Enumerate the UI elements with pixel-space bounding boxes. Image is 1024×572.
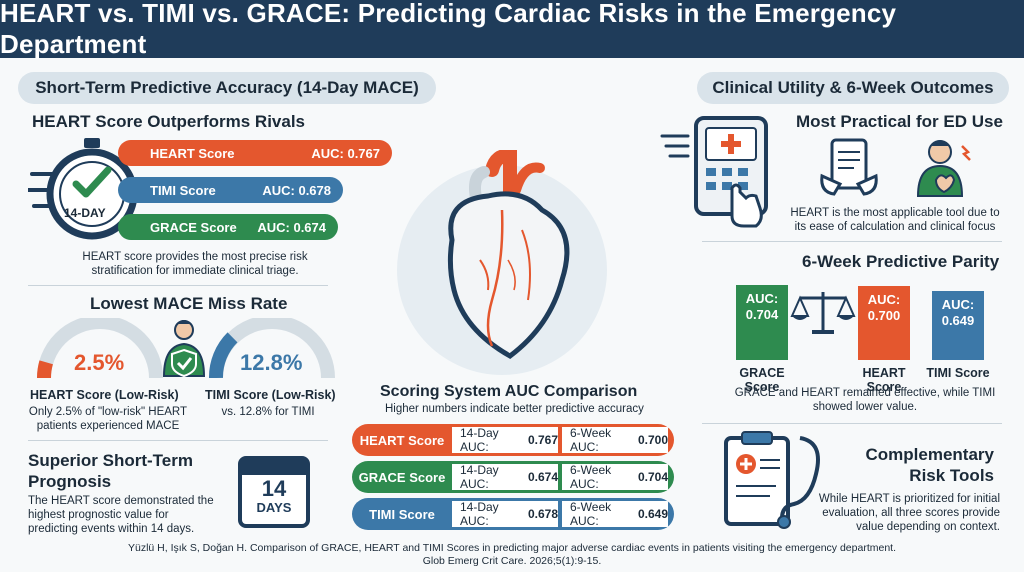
- short-term-heading: Short-Term Predictive Accuracy (14-Day M…: [18, 72, 436, 104]
- stopwatch-label: 14-DAY: [64, 206, 106, 220]
- parity-bar-name: GRACE Score: [739, 366, 785, 394]
- miss-rate-heading: Lowest MACE Miss Rate: [90, 294, 288, 313]
- parity-heading: 6-Week Predictive Parity: [802, 252, 1000, 271]
- scale-icon: [790, 288, 856, 336]
- row-6week-value: 0.704: [637, 470, 668, 484]
- parity-bar: AUC: 0.649: [932, 291, 984, 360]
- prognosis-text: The HEART score demonstrated the highest…: [28, 495, 214, 535]
- calculator-icon: [660, 116, 772, 228]
- parity-bar-value: 0.704: [745, 307, 779, 322]
- prognosis-heading: Superior Short-Term Prognosis: [28, 450, 193, 492]
- heart-illustration: [392, 148, 612, 380]
- divider: [28, 440, 328, 441]
- row-6week-label: 6-Week AUC:: [570, 500, 612, 528]
- citation: Yüzlü H, Işık S, Doğan H. Comparison of …: [0, 542, 1024, 568]
- parity-bar-name: HEART Score: [862, 366, 906, 394]
- row-14day: 14-Day AUC: 0.674: [452, 463, 558, 491]
- row-14day: 14-Day AUC: 0.767: [452, 426, 558, 454]
- parity-bar: AUC: 0.704: [736, 285, 788, 360]
- divider: [702, 241, 1002, 242]
- timi-gauge-value: 12.8%: [240, 350, 303, 375]
- tablet-hands-icon: [818, 136, 880, 198]
- parity-bar-value: 0.700: [867, 308, 901, 323]
- parity-bar-auc-label: AUC:: [941, 297, 975, 312]
- row-14day-label: 14-Day AUC:: [460, 426, 499, 454]
- practical-text: HEART is the most applicable tool due to…: [790, 207, 1000, 233]
- bar-auc: AUC: 0.678: [262, 182, 331, 198]
- row-6week-label: 6-Week AUC:: [570, 463, 612, 491]
- clinical-utility-heading: Clinical Utility & 6-Week Outcomes: [697, 72, 1009, 104]
- grace-auc-bar: GRACE Score AUC: 0.674: [118, 214, 338, 240]
- auc-row: HEART Score 14-Day AUC: 0.767 6-Week AUC: …: [352, 424, 674, 456]
- auc-comparison-heading: Scoring System AUC Comparison: [380, 383, 638, 400]
- heart-auc-bar: HEART Score AUC: 0.767: [118, 140, 392, 166]
- citation-line1: Yüzlü H, Işık S, Doğan H. Comparison of …: [127, 542, 896, 554]
- page-title: HEART vs. TIMI vs. GRACE: Predicting Car…: [0, 0, 1024, 59]
- practical-heading: Most Practical for ED Use: [796, 112, 1003, 131]
- parity-bar-auc-label: AUC:: [867, 292, 901, 307]
- heart-outperforms-heading: HEART Score Outperforms Rivals: [32, 112, 306, 131]
- row-6week: 6-Week AUC: 0.704: [562, 463, 668, 491]
- parity-bar: AUC: 0.700: [858, 286, 910, 360]
- timi-gauge: [208, 315, 336, 379]
- bar-name: TIMI Score: [150, 182, 216, 198]
- bar-name: HEART Score: [150, 145, 235, 161]
- prognosis-heading-line1: Superior Short-Term: [28, 451, 193, 470]
- complementary-heading: Complementary Risk Tools: [850, 444, 994, 486]
- timi-gauge-label: TIMI Score (Low-Risk): [205, 388, 336, 402]
- row-6week: 6-Week AUC: 0.649: [562, 500, 668, 528]
- parity-bar-name: TIMI Score: [926, 366, 990, 380]
- row-6week-value: 0.700: [637, 433, 668, 447]
- row-6week: 6-Week AUC: 0.700: [562, 426, 668, 454]
- row-14day-value: 0.678: [527, 507, 558, 521]
- heart-gauge-note: Only 2.5% of "low-risk" HEART patients e…: [28, 406, 188, 432]
- row-14day-value: 0.767: [527, 433, 558, 447]
- auc-row: TIMI Score 14-Day AUC: 0.678 6-Week AUC: 0…: [352, 498, 674, 530]
- row-14day-label: 14-Day AUC:: [460, 463, 499, 491]
- row-14day-value: 0.674: [527, 470, 558, 484]
- row-14day: 14-Day AUC: 0.678: [452, 500, 558, 528]
- bar-auc: AUC: 0.674: [257, 219, 326, 235]
- citation-line2: Glob Emerg Crit Care. 2026;5(1):9-15.: [422, 555, 602, 567]
- complementary-heading-line1: Complementary: [865, 445, 994, 464]
- doctor-shield-icon: [160, 318, 208, 378]
- heart-gauge: [36, 315, 164, 379]
- timi-auc-bar: TIMI Score AUC: 0.678: [118, 177, 343, 203]
- divider: [28, 285, 328, 286]
- heart-gauge-value: 2.5%: [74, 350, 125, 375]
- clipboard-stethoscope-icon: [720, 430, 830, 530]
- calendar-icon: 14 DAYS: [238, 456, 310, 528]
- complementary-text: While HEART is prioritized for initial e…: [818, 493, 1000, 533]
- parity-bar-value: 0.649: [941, 313, 975, 328]
- auc-comparison-subheading: Higher numbers indicate better predictiv…: [385, 403, 644, 415]
- row-14day-label: 14-Day AUC:: [460, 500, 499, 528]
- row-6week-value: 0.649: [637, 507, 668, 521]
- complementary-heading-line2: Risk Tools: [909, 466, 994, 485]
- calendar-unit: DAYS: [256, 500, 292, 515]
- row-6week-label: 6-Week AUC:: [570, 426, 612, 454]
- calendar-number: 14: [261, 476, 287, 501]
- row-name: GRACE Score: [358, 469, 446, 485]
- bar-auc: AUC: 0.767: [311, 145, 380, 161]
- bar-name: GRACE Score: [150, 219, 237, 235]
- parity-text: GRACE and HEART remained effective, whil…: [734, 387, 996, 413]
- stopwatch-icon: [26, 134, 140, 244]
- timi-gauge-note: vs. 12.8% for TIMI: [221, 406, 315, 418]
- parity-bar-auc-label: AUC:: [745, 291, 779, 306]
- divider: [702, 423, 1002, 424]
- auc-row: GRACE Score 14-Day AUC: 0.674 6-Week AUC: …: [352, 461, 674, 493]
- bars-caption: HEART score provides the most precise ri…: [82, 251, 308, 277]
- row-name: TIMI Score: [369, 506, 435, 522]
- heart-gauge-label: HEART Score (Low-Risk): [30, 388, 179, 402]
- prognosis-heading-line2: Prognosis: [28, 472, 112, 491]
- row-name: HEART Score: [359, 432, 445, 448]
- patient-chest-pain-icon: [912, 136, 974, 198]
